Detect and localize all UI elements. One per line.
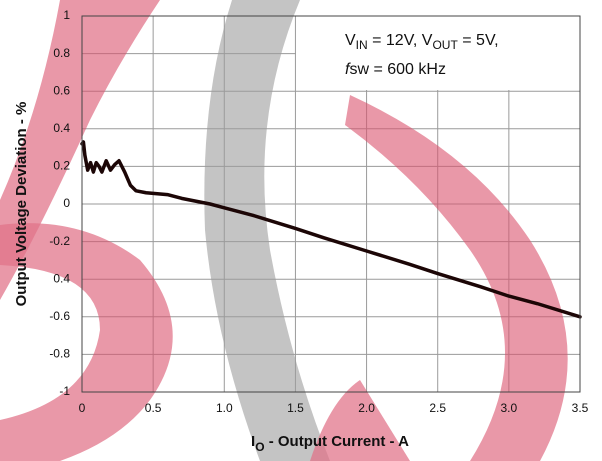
y-tick-label: -1	[59, 384, 70, 398]
y-tick-label: 0.4	[53, 121, 70, 135]
x-tick-label: 3.5	[572, 401, 589, 415]
watermark-band	[310, 380, 410, 461]
x-tick-label: 0	[79, 401, 86, 415]
watermark-band	[345, 95, 568, 461]
x-axis-title-text: I	[251, 433, 255, 450]
y-tick-label: 0.4	[53, 271, 70, 285]
annotation-subscript: OUT	[432, 38, 458, 52]
watermark-band	[0, 223, 173, 461]
y-tick-label: -0.2	[49, 234, 70, 248]
annotation-text: f	[345, 61, 351, 78]
x-tick-label: 1.5	[287, 401, 304, 415]
x-tick-label: 3.0	[501, 401, 518, 415]
annotation-text: = 12V, V	[368, 32, 433, 49]
y-tick-label: 0	[63, 196, 70, 210]
x-tick-label: 1.0	[216, 401, 233, 415]
watermark	[0, 0, 568, 461]
x-axis-title: IO - Output Current - A	[251, 433, 409, 454]
x-axis-title-text: - Output Current - A	[265, 433, 410, 450]
annotation-text: V	[345, 32, 356, 49]
watermark-band	[0, 0, 160, 300]
annotation-subscript: IN	[356, 38, 368, 52]
y-tick-label: -0.6	[49, 309, 70, 323]
x-axis-title-subscript: O	[255, 440, 264, 454]
y-tick-label: 1	[63, 8, 70, 22]
x-tick-label: 2.5	[429, 401, 446, 415]
plot-frame	[81, 15, 581, 393]
x-tick-label: 2.0	[358, 401, 375, 415]
annotation: VIN = 12V, VOUT = 5V,	[345, 32, 499, 52]
watermark-band	[204, 0, 330, 461]
annotation-text: sw = 600 kHz	[349, 61, 445, 78]
annotation-text: = 5V,	[458, 32, 499, 49]
y-tick-label: 0.8	[53, 46, 70, 60]
y-tick-label: 0.2	[53, 159, 70, 173]
y-tick-label: 0.6	[53, 83, 70, 97]
data-line	[80, 140, 582, 319]
data-layer	[80, 140, 582, 319]
y-tick-label: -0.8	[49, 347, 70, 361]
annotation-box	[296, 16, 580, 90]
x-tick-label: 0.5	[145, 401, 162, 415]
y-axis-title: Output Voltage Deviation - %	[13, 102, 30, 307]
annotation: fsw = 600 kHz	[345, 61, 446, 78]
